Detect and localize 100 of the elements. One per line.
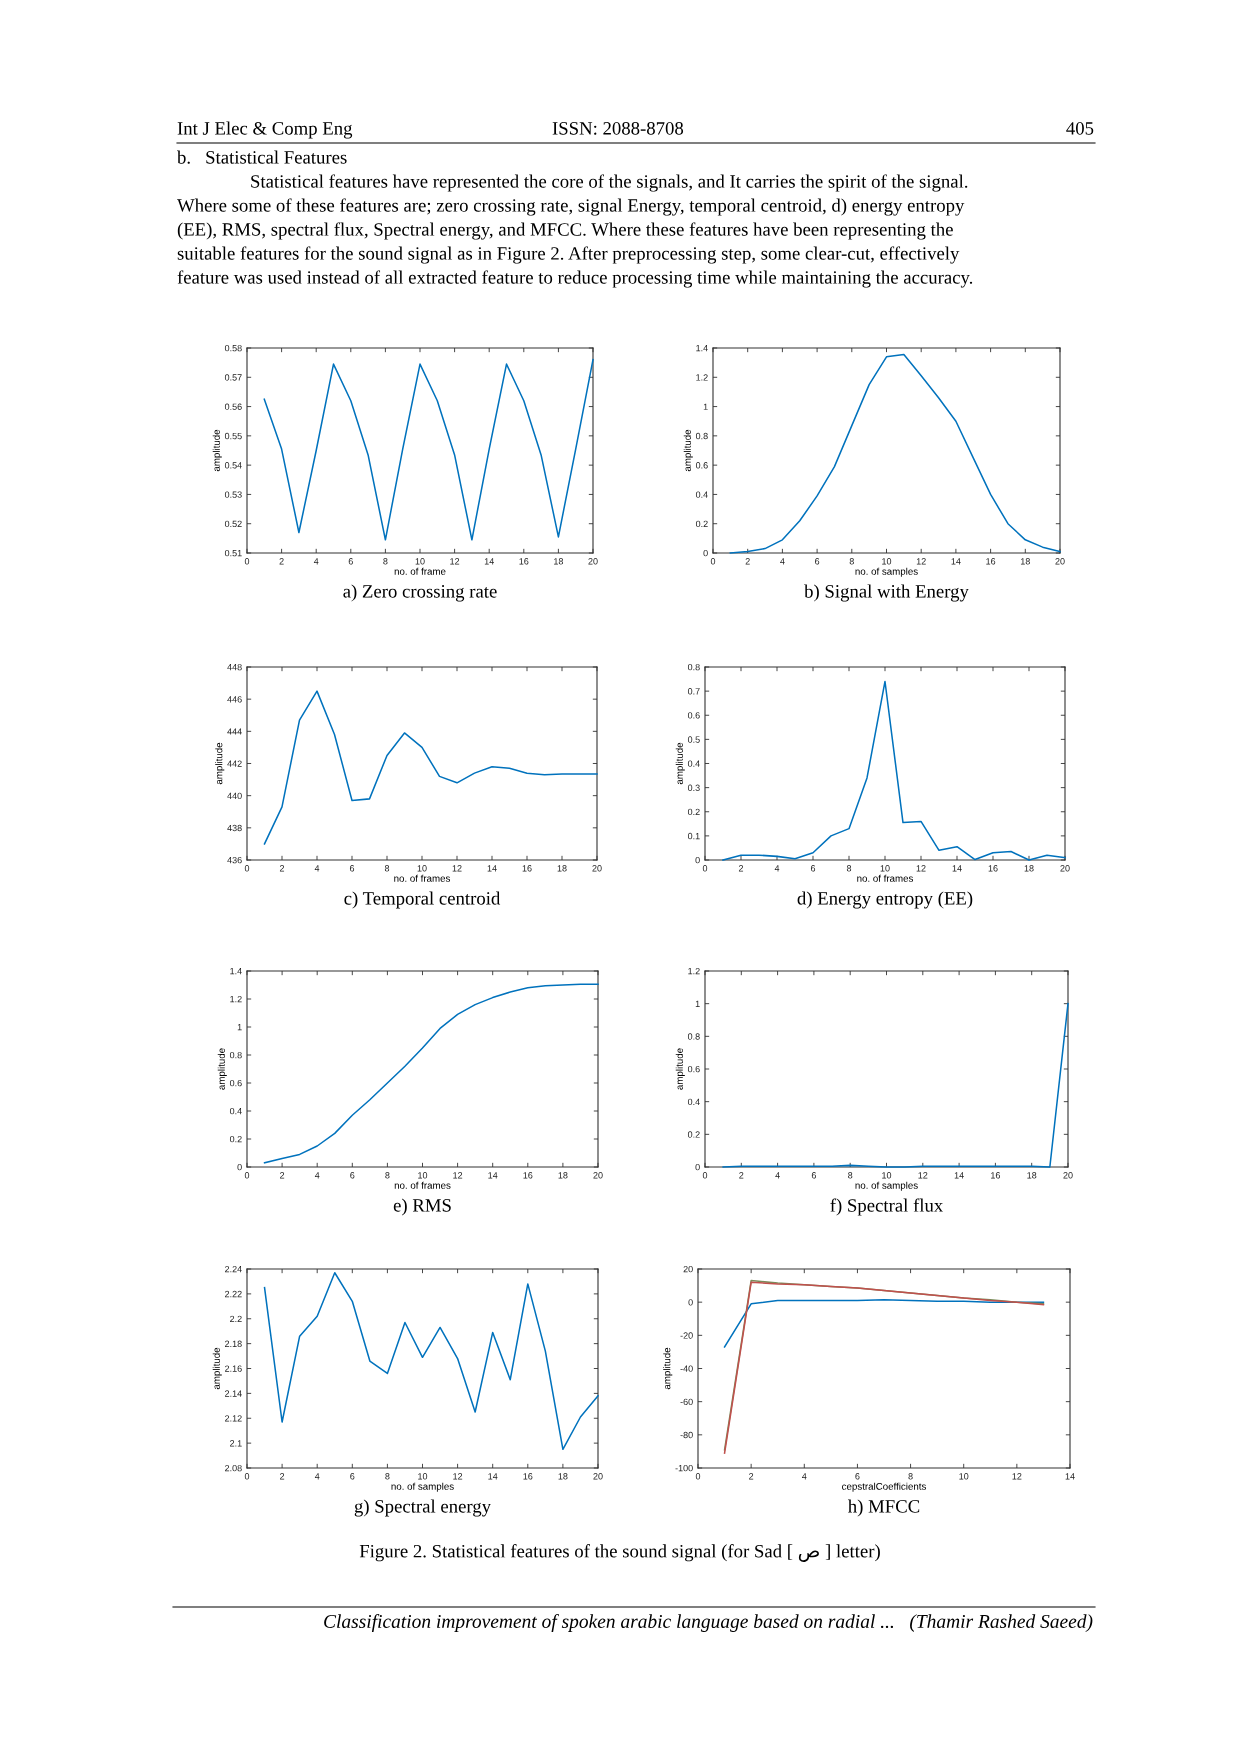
x-tick-label: 10: [880, 865, 890, 872]
line-series: [263, 358, 594, 541]
x-axis-title: no. of frames: [857, 874, 914, 882]
y-tick-label: 0.4: [687, 1098, 700, 1106]
y-tick-label: 0.5: [687, 736, 700, 743]
x-tick-label: 2: [739, 1172, 744, 1179]
x-tick-label: 14: [952, 865, 962, 872]
y-tick-label: 2.24: [225, 1265, 242, 1273]
text: a) Zero crossing rate: [343, 584, 497, 602]
x-tick-label: 10: [882, 1172, 892, 1179]
x-tick-label: 12: [453, 1473, 463, 1480]
y-tick-label: 2.2: [230, 1315, 242, 1323]
x-tick-label: 4: [314, 1172, 320, 1179]
y-tick-label: 1.4: [230, 968, 242, 975]
x-tick-label: 14: [484, 558, 494, 565]
x-axis-title: no. of samples: [391, 1482, 454, 1492]
x-tick-label: 8: [385, 1172, 390, 1179]
text: Int J Elec & Comp Eng: [177, 121, 353, 139]
x-tick-label: 6: [811, 1172, 817, 1179]
y-tick-label: 0.2: [229, 1135, 242, 1143]
x-tick-label: 10: [415, 558, 425, 565]
y-tick-label: 448: [227, 663, 242, 671]
x-tick-label: 6: [855, 1473, 860, 1480]
y-tick-label: 0.6: [229, 1079, 242, 1087]
y-tick-label: 0.3: [687, 784, 700, 791]
text: b) Signal with Energy: [804, 584, 969, 602]
y-tick-label: 0.2: [687, 1131, 700, 1138]
y-tick-label: 2.22: [225, 1290, 242, 1298]
y-tick-label: 0.4: [695, 491, 708, 498]
text: c) Temporal centroid: [344, 891, 501, 909]
y-tick-label: 0.1: [687, 832, 700, 840]
x-tick-label: 0: [244, 558, 250, 565]
x-tick-label: 4: [801, 1473, 807, 1480]
line-series: [263, 1271, 599, 1451]
x-axis-title: no. of frames: [394, 1181, 451, 1189]
y-tick-label: 0.8: [687, 663, 700, 671]
x-tick-label: 4: [314, 1473, 320, 1480]
x-tick-label: 8: [383, 558, 388, 565]
x-tick-label: 16: [523, 1172, 533, 1179]
y-tick-label: 1.2: [696, 374, 708, 381]
y-tick-label: 0.56: [224, 403, 242, 410]
y-tick-label: 0.8: [695, 432, 708, 440]
y-tick-label: 446: [227, 696, 242, 703]
x-tick-label: 14: [488, 1473, 498, 1480]
x-tick-label: 14: [1065, 1473, 1075, 1480]
text: b. Statistical Features: [177, 150, 347, 164]
y-tick-label: 1.2: [688, 967, 700, 975]
y-axis-title: amplitude: [683, 429, 693, 472]
y-axis-title: amplitude: [675, 742, 685, 785]
y-tick-label: 0: [703, 549, 708, 557]
y-tick-label: -40: [680, 1365, 693, 1372]
y-tick-label: 0.53: [224, 491, 242, 498]
x-tick-label: 20: [592, 865, 602, 872]
x-tick-label: 20: [1063, 1172, 1073, 1179]
y-tick-label: 0.2: [687, 808, 700, 816]
y-axis-title: amplitude: [212, 429, 222, 472]
x-tick-label: 10: [417, 865, 427, 872]
y-tick-label: 442: [227, 760, 242, 767]
y-tick-label: -60: [680, 1398, 693, 1406]
y-axis-title: amplitude: [217, 1048, 227, 1090]
y-tick-label: 2.16: [225, 1365, 242, 1372]
x-tick-label: 2: [280, 1172, 285, 1179]
x-tick-label: 0: [244, 1473, 250, 1480]
text: 405: [1066, 122, 1094, 135]
x-tick-label: 16: [519, 558, 529, 565]
y-tick-label: 440: [227, 792, 242, 800]
y-tick-label: 1: [237, 1024, 242, 1031]
y-tick-label: 0.6: [687, 712, 700, 719]
y-tick-label: 1.4: [696, 345, 708, 352]
text: h) MFCC: [847, 1499, 920, 1517]
x-tick-label: 0: [244, 865, 250, 872]
y-tick-label: 0.4: [687, 760, 700, 767]
y-tick-label: 20: [683, 1265, 693, 1273]
x-tick-label: 12: [452, 865, 462, 872]
x-tick-label: 4: [774, 865, 780, 872]
x-tick-label: 20: [588, 558, 598, 565]
x-tick-label: 12: [453, 1172, 463, 1179]
y-axis-title: amplitude: [675, 1048, 685, 1090]
x-tick-label: 14: [488, 1172, 498, 1179]
x-axis-title: no. of frames: [394, 874, 451, 882]
text: (EE), RMS, spectral flux, Spectral energy, and MFCC. Where these features have been representing the: [177, 222, 953, 240]
y-tick-label: 0.6: [695, 462, 708, 469]
x-tick-label: 20: [593, 1473, 603, 1480]
x-axis-title: no. of samples: [855, 1181, 918, 1191]
y-tick-label: 0.4: [229, 1107, 242, 1115]
y-tick-label: 0.8: [229, 1051, 242, 1059]
x-tick-label: 2: [749, 1473, 754, 1480]
x-tick-label: 6: [350, 1473, 355, 1480]
x-tick-label: 6: [349, 865, 355, 872]
x-tick-label: 14: [487, 865, 497, 872]
x-tick-label: 12: [916, 558, 926, 565]
x-tick-label: 18: [554, 558, 564, 565]
x-tick-label: 2: [280, 1473, 285, 1480]
y-tick-label: -80: [680, 1431, 693, 1439]
x-tick-label: 6: [350, 1172, 355, 1179]
y-tick-label: 1: [695, 1000, 700, 1007]
x-tick-label: 6: [810, 865, 816, 872]
y-tick-label: 0.57: [224, 374, 242, 381]
x-axis-title: no. of samples: [855, 567, 918, 577]
y-tick-label: 0.55: [224, 432, 242, 440]
